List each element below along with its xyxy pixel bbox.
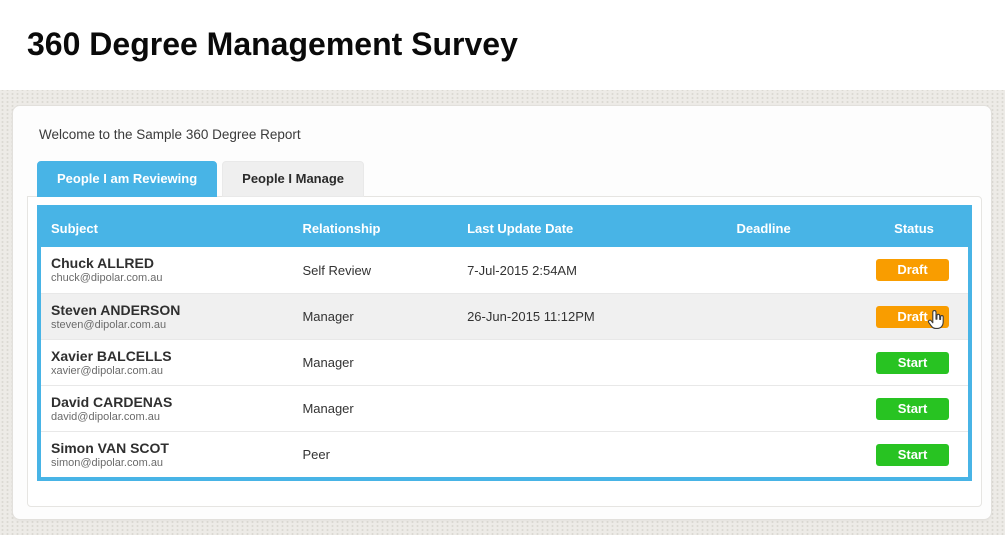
relationship-cell: Manager: [302, 355, 354, 370]
subject-email: david@dipolar.com.au: [51, 410, 161, 423]
review-table: Subject Relationship Last Update Date De…: [37, 205, 972, 481]
table-header-row: Subject Relationship Last Update Date De…: [41, 209, 968, 247]
report-panel: Welcome to the Sample 360 Degree Report …: [12, 105, 992, 520]
page-header: 360 Degree Management Survey: [0, 0, 1005, 90]
column-header-deadline: Deadline: [736, 220, 791, 236]
status-cell: Draft: [874, 305, 968, 328]
table-body: Chuck ALLRED chuck@dipolar.com.au Self Rev…: [41, 247, 968, 477]
column-header-status: Status: [894, 220, 934, 236]
status-cell: Start: [874, 397, 968, 420]
tab-people-i-am-reviewing[interactable]: People I am Reviewing: [37, 161, 218, 197]
status-button[interactable]: Start: [876, 351, 949, 374]
table-row: David CARDENAS david@dipolar.com.au Manage…: [41, 385, 968, 431]
status-button[interactable]: Start: [876, 397, 949, 420]
subject-cell: Xavier BALCELLS xavier@dipolar.com.au: [41, 348, 292, 378]
table-row: Xavier BALCELLS xavier@dipolar.com.au Mana…: [41, 339, 968, 385]
column-header-subject: Subject: [51, 220, 98, 236]
subject-cell: David CARDENAS david@dipolar.com.au: [41, 394, 292, 424]
tab-content-well: Subject Relationship Last Update Date De…: [27, 196, 982, 507]
subject-email: simon@dipolar.com.au: [51, 456, 164, 469]
welcome-text: Welcome to the Sample 360 Degree Report: [39, 127, 301, 142]
status-button[interactable]: Draft: [876, 259, 949, 281]
page-title: 360 Degree Management Survey: [27, 26, 518, 62]
subject-cell: Simon VAN SCOT simon@dipolar.com.au: [41, 440, 292, 470]
column-header-last-update-date: Last Update Date: [467, 220, 574, 236]
subject-email: steven@dipolar.com.au: [51, 318, 167, 331]
subject-name: Steven ANDERSON: [51, 301, 181, 318]
subject-name: Chuck ALLRED: [51, 255, 154, 271]
status-cell: Start: [874, 351, 968, 374]
table-row: Chuck ALLRED chuck@dipolar.com.au Self Rev…: [41, 247, 968, 293]
relationship-cell: Manager: [302, 309, 354, 324]
tab-bar: People I am Reviewing People I Manage: [37, 161, 991, 197]
subject-email: xavier@dipolar.com.au: [51, 364, 164, 377]
status-cell: Start: [874, 443, 968, 466]
relationship-cell: Manager: [302, 401, 354, 416]
relationship-cell: Peer: [302, 447, 330, 462]
subject-cell: Steven ANDERSON steven@dipolar.com.au: [41, 302, 292, 332]
status-button[interactable]: Start: [876, 443, 949, 466]
status-cell: Draft: [874, 259, 968, 281]
subject-name: Xavier BALCELLS: [51, 347, 172, 364]
column-header-relationship: Relationship: [302, 220, 381, 236]
subject-name: Simon VAN SCOT: [51, 439, 169, 456]
subject-cell: Chuck ALLRED chuck@dipolar.com.au: [41, 255, 292, 285]
table-row: Simon VAN SCOT simon@dipolar.com.au Peer St…: [41, 431, 968, 477]
tab-people-i-manage[interactable]: People I Manage: [222, 161, 365, 197]
status-button[interactable]: Draft: [876, 305, 949, 328]
last-update-cell: 7-Jul-2015 2:54AM: [467, 262, 577, 278]
relationship-cell: Self Review: [302, 262, 372, 278]
subject-email: chuck@dipolar.com.au: [51, 272, 163, 284]
subject-name: David CARDENAS: [51, 393, 173, 410]
last-update-cell: 26-Jun-2015 11:12PM: [467, 309, 595, 324]
table-row: Steven ANDERSON steven@dipolar.com.au Mana…: [41, 293, 968, 339]
